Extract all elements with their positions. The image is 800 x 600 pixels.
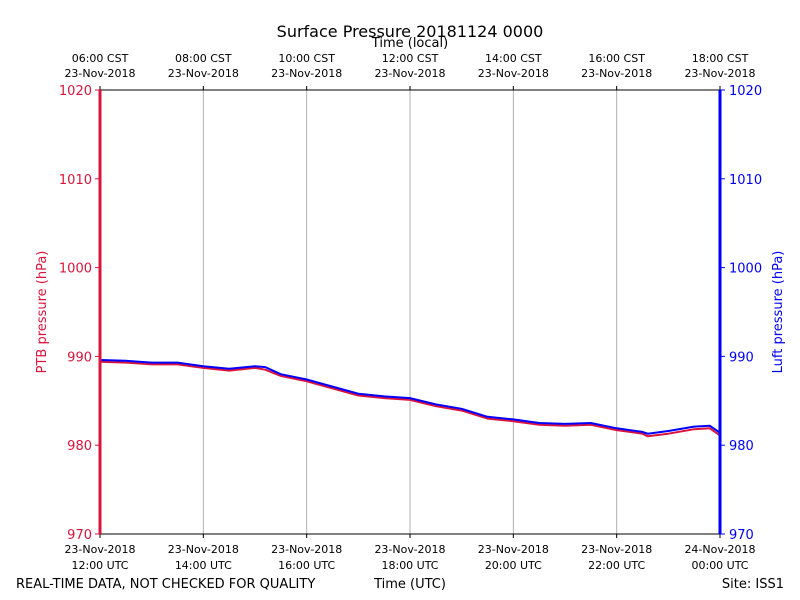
x-tick-label-top-date: 23-Nov-2018 xyxy=(271,67,342,80)
y-tick-label-left: 1000 xyxy=(59,262,92,277)
x-tick-label-bottom-time: 16:00 UTC xyxy=(278,559,335,572)
x-tick-label-top-date: 23-Nov-2018 xyxy=(374,67,445,80)
x-tick-label-bottom-date: 23-Nov-2018 xyxy=(581,543,652,556)
footer-disclaimer: REAL-TIME DATA, NOT CHECKED FOR QUALITY xyxy=(16,577,315,592)
x-tick-label-bottom-date: 23-Nov-2018 xyxy=(168,543,239,556)
y-tick-label-left: 970 xyxy=(67,528,92,543)
x-tick-label-top-date: 23-Nov-2018 xyxy=(64,67,135,80)
y-tick-label-left: 1020 xyxy=(59,84,92,99)
series-line-ptb-pressure xyxy=(99,360,721,438)
series-line-luft-pressure xyxy=(99,359,721,435)
x-tick-label-bottom-time: 14:00 UTC xyxy=(175,559,232,572)
x-tick-label-bottom-time: 18:00 UTC xyxy=(381,559,438,572)
x-tick-label-top-time: 10:00 CST xyxy=(278,52,335,65)
y-tick-label-right: 990 xyxy=(729,350,754,365)
right-y-axis-label: Luft pressure (hPa) xyxy=(771,251,786,374)
x-tick-label-bottom-date: 23-Nov-2018 xyxy=(374,543,445,556)
x-tick-label-bottom-time: 22:00 UTC xyxy=(588,559,645,572)
x-tick-label-bottom-date: 23-Nov-2018 xyxy=(271,543,342,556)
x-tick-label-top-time: 14:00 CST xyxy=(485,52,542,65)
x-tick-label-top-time: 06:00 CST xyxy=(72,52,129,65)
chart-title: Surface Pressure 20181124 0000 xyxy=(277,22,544,41)
x-tick-label-bottom-time: 12:00 UTC xyxy=(71,559,128,572)
x-tick-label-top-date: 23-Nov-2018 xyxy=(581,67,652,80)
y-tick-label-right: 1000 xyxy=(729,262,762,277)
x-tick-label-top-date: 23-Nov-2018 xyxy=(478,67,549,80)
ticks: 23-Nov-2018 12:00 UTC 23-Nov-2018 14:00 UTC… xyxy=(59,52,762,572)
x-tick-label-top-date: 23-Nov-2018 xyxy=(168,67,239,80)
y-tick-label-right: 1010 xyxy=(729,173,762,188)
series-layer xyxy=(99,359,721,438)
grid xyxy=(202,90,618,534)
x-tick-label-top-date: 23-Nov-2018 xyxy=(684,67,755,80)
x-tick-label-bottom-date: 24-Nov-2018 xyxy=(684,543,755,556)
footer-site: Site: ISS1 xyxy=(722,577,784,592)
y-tick-label-right: 1020 xyxy=(729,84,762,99)
x-tick-label-bottom-time: 00:00 UTC xyxy=(691,559,748,572)
x-tick-label-bottom-date: 23-Nov-2018 xyxy=(478,543,549,556)
y-tick-label-left: 980 xyxy=(67,439,92,454)
x-tick-label-top-time: 18:00 CST xyxy=(692,52,749,65)
x-tick-label-top-time: 08:00 CST xyxy=(175,52,232,65)
y-tick-label-right: 970 xyxy=(729,528,754,543)
x-tick-label-top-time: 16:00 CST xyxy=(588,52,645,65)
bottom-x-axis-label: Time (UTC) xyxy=(373,577,446,592)
y-tick-label-right: 980 xyxy=(729,439,754,454)
x-tick-label-bottom-time: 20:00 UTC xyxy=(485,559,542,572)
y-tick-label-left: 990 xyxy=(67,350,92,365)
top-x-axis-label: Time (local) xyxy=(371,36,448,51)
x-tick-label-top-time: 12:00 CST xyxy=(382,52,439,65)
x-tick-label-bottom-date: 23-Nov-2018 xyxy=(64,543,135,556)
left-y-axis-label: PTB pressure (hPa) xyxy=(35,251,50,374)
y-tick-label-left: 1010 xyxy=(59,173,92,188)
